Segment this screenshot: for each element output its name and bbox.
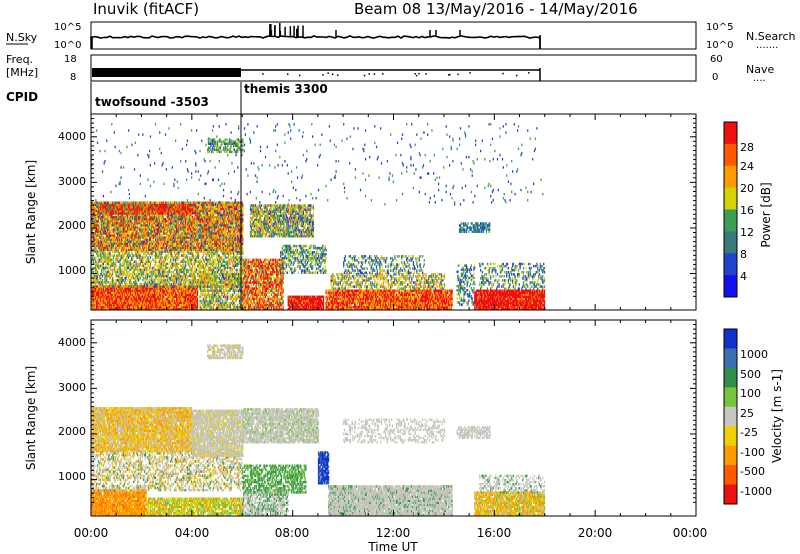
station-title: Inuvik (fitACF)	[93, 0, 199, 18]
power-ytick-2000: 2000	[58, 219, 86, 232]
nsky-tick-low: 10^0	[54, 40, 81, 51]
velocity-ytick-1000: 1000	[58, 470, 86, 483]
freq-panel: Freq. [MHz] 18 8 60 0 Nave ....	[6, 53, 774, 84]
xlabel: Time UT	[367, 540, 418, 554]
nave-dots: ....	[753, 73, 766, 84]
vel-cb-500: 500	[740, 368, 761, 381]
power-cb-20: 20	[740, 182, 754, 195]
freq-tick-low: 8	[70, 72, 76, 83]
vel-cb-25: 25	[740, 407, 754, 420]
power-ylabel: Slant Range [km]	[24, 160, 38, 264]
velocity-panel: Slant Range [km] 4000 3000 2000 1000 00:…	[24, 319, 708, 554]
xtick-0800: 08:00	[275, 526, 310, 540]
nsearch-label: N.Search	[746, 30, 796, 43]
nsearch-tick-low: 10^0	[706, 40, 733, 51]
cpid-label: CPID	[6, 90, 38, 104]
power-heatmap	[91, 123, 546, 310]
power-colorbar-swatches	[724, 122, 737, 298]
power-cb-24: 24	[740, 160, 754, 173]
power-x-ticks	[90, 114, 697, 310]
cpid-mode-2: themis 3300	[244, 82, 328, 96]
vel-cb-m25: -25	[740, 426, 758, 439]
nave-tick-high: 60	[710, 54, 723, 65]
xtick-1200: 12:00	[376, 526, 411, 540]
nsky-label: N.Sky	[6, 31, 38, 44]
nsky-panel: N.Sky 10^5 10^0 10^5 10^0 N.Search .....…	[6, 21, 796, 51]
cpid-row: CPID twofsound -3503 themis 3300	[6, 82, 328, 114]
xtick-2400: 00:00	[673, 526, 708, 540]
power-cb-8: 8	[740, 248, 747, 261]
cpid-mode-1: twofsound -3503	[95, 95, 209, 109]
xtick-1600: 16:00	[477, 526, 512, 540]
nave-label: Nave	[746, 63, 774, 76]
velocity-x-ticks	[90, 320, 697, 516]
power-cb-4: 4	[740, 270, 747, 283]
velocity-ytick-2000: 2000	[58, 425, 86, 438]
velocity-ytick-4000: 4000	[58, 336, 86, 349]
xtick-0000: 00:00	[74, 526, 109, 540]
power-ytick-1000: 1000	[58, 264, 86, 277]
power-ytick-4000: 4000	[58, 130, 86, 143]
velocity-colorbar: 1000 500 100 25 -25 -100 -500 -1000 Velo…	[723, 328, 784, 505]
power-ytick-3000: 3000	[58, 175, 86, 188]
power-colorbar: 28 24 20 16 12 8 4 Power [dB]	[723, 121, 773, 298]
power-cb-16: 16	[740, 204, 754, 217]
vel-cb-100: 100	[740, 387, 761, 400]
freq-label: Freq.	[6, 53, 33, 66]
vel-cb-label: Velocity [m s-1]	[770, 369, 784, 463]
vel-cb-m1000: -1000	[740, 485, 772, 498]
nsky-spikes	[269, 23, 461, 37]
nave-dots-series	[262, 72, 530, 77]
xtick-2000: 20:00	[578, 526, 613, 540]
power-cb-12: 12	[740, 226, 754, 239]
vel-cb-m500: -500	[740, 465, 765, 478]
power-y-ticks	[91, 113, 696, 297]
xtick-0400: 04:00	[175, 526, 210, 540]
velocity-heatmap	[91, 344, 546, 516]
velocity-colorbar-swatches	[724, 329, 737, 505]
nsky-tick-high: 10^5	[54, 22, 81, 33]
velocity-ylabel: Slant Range [km]	[24, 366, 38, 470]
freq-dense-block	[92, 68, 241, 77]
vel-cb-1000: 1000	[740, 348, 768, 361]
power-cb-label: Power [dB]	[759, 182, 773, 247]
nsky-series	[91, 35, 541, 49]
freq-tick-high: 18	[64, 54, 77, 65]
nsearch-dots: .......	[756, 40, 778, 51]
power-cb-28: 28	[740, 141, 754, 154]
vel-cb-m100: -100	[740, 446, 765, 459]
beam-date-title: Beam 08 13/May/2016 - 14/May/2016	[354, 0, 638, 18]
freq-unit: [MHz]	[6, 66, 38, 79]
nave-tick-low: 0	[712, 72, 718, 83]
velocity-ytick-3000: 3000	[58, 381, 86, 394]
power-panel: Slant Range [km] 4000 3000 2000 1000	[24, 113, 697, 311]
nsearch-tick-high: 10^5	[706, 22, 733, 33]
